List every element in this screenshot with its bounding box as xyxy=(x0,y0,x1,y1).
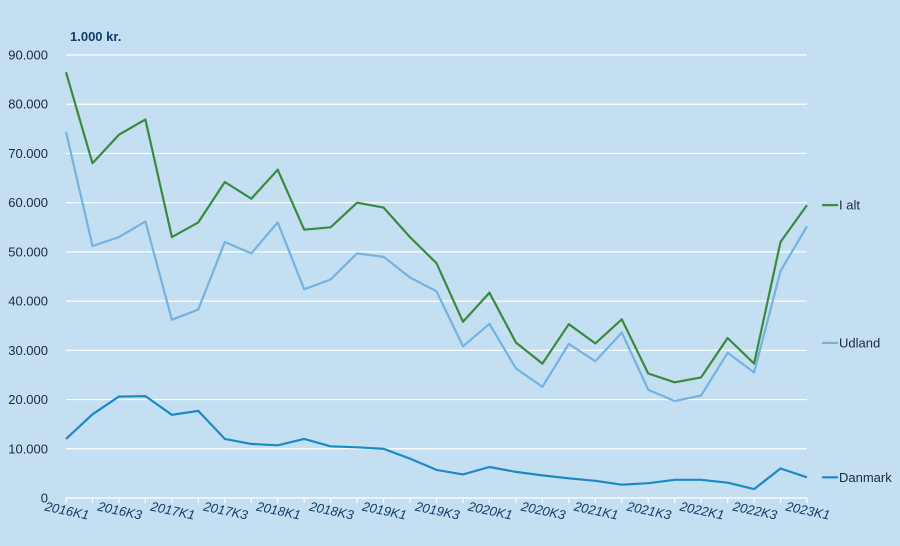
unit-label: 1.000 kr. xyxy=(70,29,121,44)
x-tick-label: 2020K1 xyxy=(466,498,514,522)
x-tick-label: 2018K1 xyxy=(254,498,302,522)
legend-label: Danmark xyxy=(839,470,892,485)
legend-label: I alt xyxy=(839,198,860,213)
x-axis: 2016K1 2016K3 2017K1 2017K3 2018K1 2018K3 2019… xyxy=(42,497,831,523)
series-line-i-alt xyxy=(64,71,808,384)
series-line-danmark xyxy=(65,395,808,491)
series-line-udland xyxy=(64,131,808,403)
gridlines xyxy=(66,54,807,450)
y-tick-label: 20.000 xyxy=(8,392,48,407)
x-tick-label: 2016K1 xyxy=(42,498,90,522)
y-tick-label: 40.000 xyxy=(8,294,48,309)
x-tick-label: 2020K3 xyxy=(519,498,568,522)
x-tick-label: 2017K1 xyxy=(148,498,196,522)
y-tick-label: 70.000 xyxy=(8,146,48,161)
y-tick-label: 10.000 xyxy=(8,441,48,456)
y-tick-label: 0 xyxy=(41,491,48,506)
x-tick-label: 2021K1 xyxy=(572,498,620,522)
x-tick-label: 2018K3 xyxy=(307,498,356,522)
legend: I alt Udland Danmark xyxy=(822,198,892,485)
y-tick-label: 30.000 xyxy=(8,343,48,358)
y-tick-label: 50.000 xyxy=(8,244,48,259)
legend-label: Udland xyxy=(839,335,880,350)
x-tick-label: 2022K1 xyxy=(678,498,726,522)
x-tick-label: 2019K1 xyxy=(360,498,408,522)
x-tick-label: 2019K3 xyxy=(413,498,462,522)
x-tick-label: 2021K3 xyxy=(625,498,674,522)
series-lines xyxy=(64,71,808,491)
x-tick-label: 2023K1 xyxy=(783,498,831,522)
y-tick-label: 90.000 xyxy=(8,48,48,63)
y-tick-label: 80.000 xyxy=(8,97,48,112)
y-tick-label: 60.000 xyxy=(8,195,48,210)
y-axis-ticks: 0 10.000 20.000 30.000 40.000 50.000 60.000 70.… xyxy=(8,48,48,506)
x-tick-label: 2017K3 xyxy=(201,498,250,522)
x-tick-label: 2022K3 xyxy=(731,498,780,522)
x-tick-label: 2016K3 xyxy=(95,498,144,522)
